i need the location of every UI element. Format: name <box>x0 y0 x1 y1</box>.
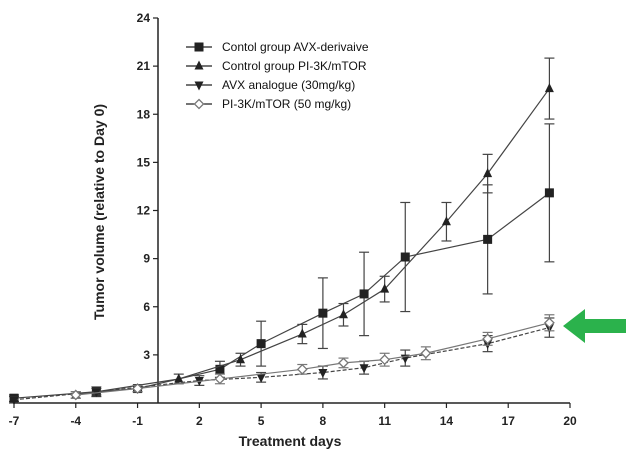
diamond-marker <box>543 317 555 329</box>
legend-label: Control group PI-3K/mTOR <box>222 59 367 73</box>
series-line <box>13 327 550 401</box>
green-arrow-shape <box>563 309 626 343</box>
square-marker <box>215 364 225 374</box>
triangle-up-marker <box>441 216 451 226</box>
square-marker <box>256 339 266 349</box>
x-tick-label: 5 <box>258 414 265 428</box>
square-marker <box>318 308 328 318</box>
x-ticks: -7 -4 -1 2 5 8 11 14 17 20 <box>9 403 577 428</box>
square-marker <box>359 289 369 299</box>
diamond-marker <box>296 363 308 375</box>
series-layer <box>9 57 555 406</box>
triangle-down-marker <box>318 369 328 379</box>
y-tick-label: 15 <box>137 155 151 169</box>
square-marker <box>194 42 204 52</box>
square-marker <box>400 252 410 262</box>
legend: Contol group AVX-derivaive Control group … <box>186 40 369 111</box>
triangle-up-marker <box>297 328 307 338</box>
triangle-down-marker <box>256 373 266 383</box>
diamond-marker <box>70 389 82 401</box>
x-tick-label: 2 <box>196 414 203 428</box>
triangle-down-marker <box>359 364 369 374</box>
triangle-down-marker <box>9 396 19 406</box>
x-tick-label: -1 <box>132 414 143 428</box>
legend-label: PI-3K/mTOR (50 mg/kg) <box>222 97 351 111</box>
y-tick-label: 21 <box>137 59 151 73</box>
series-4 <box>70 314 555 401</box>
x-tick-label: -4 <box>70 414 81 428</box>
triangle-down-marker <box>194 81 204 91</box>
triangle-up-marker <box>338 309 348 319</box>
diamond-marker <box>379 354 391 366</box>
legend-label: Contol group AVX-derivaive <box>222 40 369 54</box>
x-tick-label: 11 <box>378 414 391 428</box>
y-axis-title: Tumor volume (relative to Day 0) <box>91 104 107 320</box>
diamond-marker <box>132 383 143 394</box>
y-tick-label: 12 <box>137 204 151 218</box>
y-tick-label: 3 <box>143 348 150 362</box>
x-tick-label: -7 <box>9 414 20 428</box>
green-arrow-icon <box>563 309 626 343</box>
x-tick-label: 20 <box>563 414 577 428</box>
y-tick-label: 18 <box>137 107 151 121</box>
y-ticks: 3 6 9 12 15 18 21 24 <box>137 11 158 362</box>
x-tick-label: 14 <box>440 414 454 428</box>
diamond-marker <box>482 333 494 345</box>
triangle-up-marker <box>380 283 390 293</box>
y-tick-label: 6 <box>143 300 150 314</box>
x-tick-label: 8 <box>320 414 327 428</box>
diamond-marker <box>193 98 205 110</box>
triangle-up-marker <box>236 354 246 364</box>
triangle-up-marker <box>194 60 204 70</box>
square-marker <box>544 188 554 198</box>
x-tick-label: 17 <box>502 414 516 428</box>
diamond-marker <box>338 357 349 369</box>
square-marker <box>483 234 493 244</box>
legend-label: AVX analogue (30mg/kg) <box>222 78 355 92</box>
triangle-up-marker <box>483 168 493 178</box>
triangle-up-marker <box>174 373 184 383</box>
y-tick-label: 9 <box>143 252 150 266</box>
diamond-marker <box>214 373 226 385</box>
y-tick-label: 24 <box>137 11 151 25</box>
series-2 <box>70 57 555 399</box>
x-axis-title: Treatment days <box>239 433 342 449</box>
diamond-marker <box>420 347 432 359</box>
triangle-up-marker <box>544 83 554 93</box>
